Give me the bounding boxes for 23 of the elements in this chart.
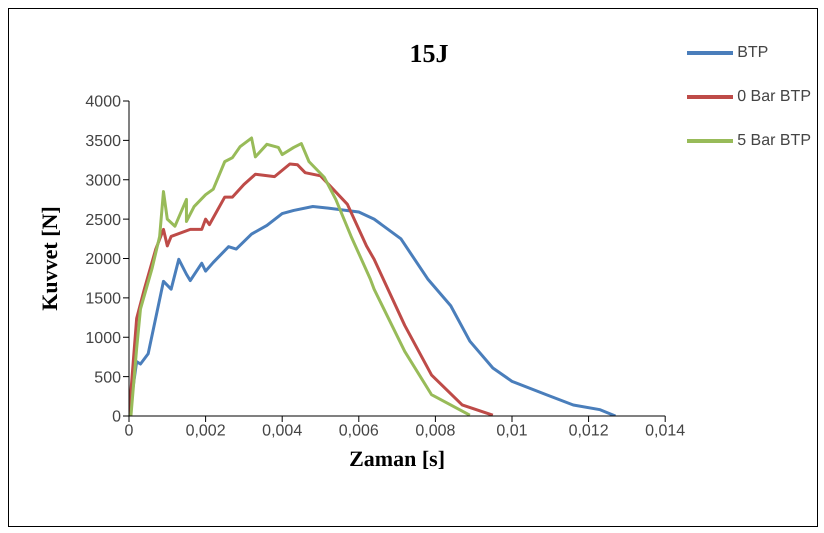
x-tick-label: 0 [124,422,134,440]
y-tick-label: 3500 [85,133,122,150]
x-tick-label: 0,014 [645,422,686,440]
y-tick-label: 0 [112,408,122,426]
legend-label: 5 Bar BTP [737,131,811,151]
x-tick-label: 0,004 [262,422,302,440]
y-tick-label: 2500 [85,212,122,229]
x-axis-title: Zaman [s] [349,446,446,471]
y-tick-label: 1000 [85,330,122,347]
legend-label: BTP [737,43,768,63]
chart-title: 15J [408,39,450,69]
y-tick-label: 500 [94,369,122,386]
y-tick-label: 1500 [85,290,122,308]
x-tick-label: 0,008 [415,422,456,440]
y-axis-title: Kuvvet [N] [36,206,62,311]
y-tick-label: 2000 [85,251,122,268]
x-tick-label: 0,012 [568,422,609,440]
y-tick-label: 3000 [85,172,122,190]
y-tick-label: 4000 [85,94,122,111]
x-tick-label: 0,002 [186,422,226,440]
legend-label: 0 Bar BTP [737,87,811,107]
x-tick-label: 0,006 [338,422,379,440]
x-tick-label: 0,01 [496,422,528,440]
